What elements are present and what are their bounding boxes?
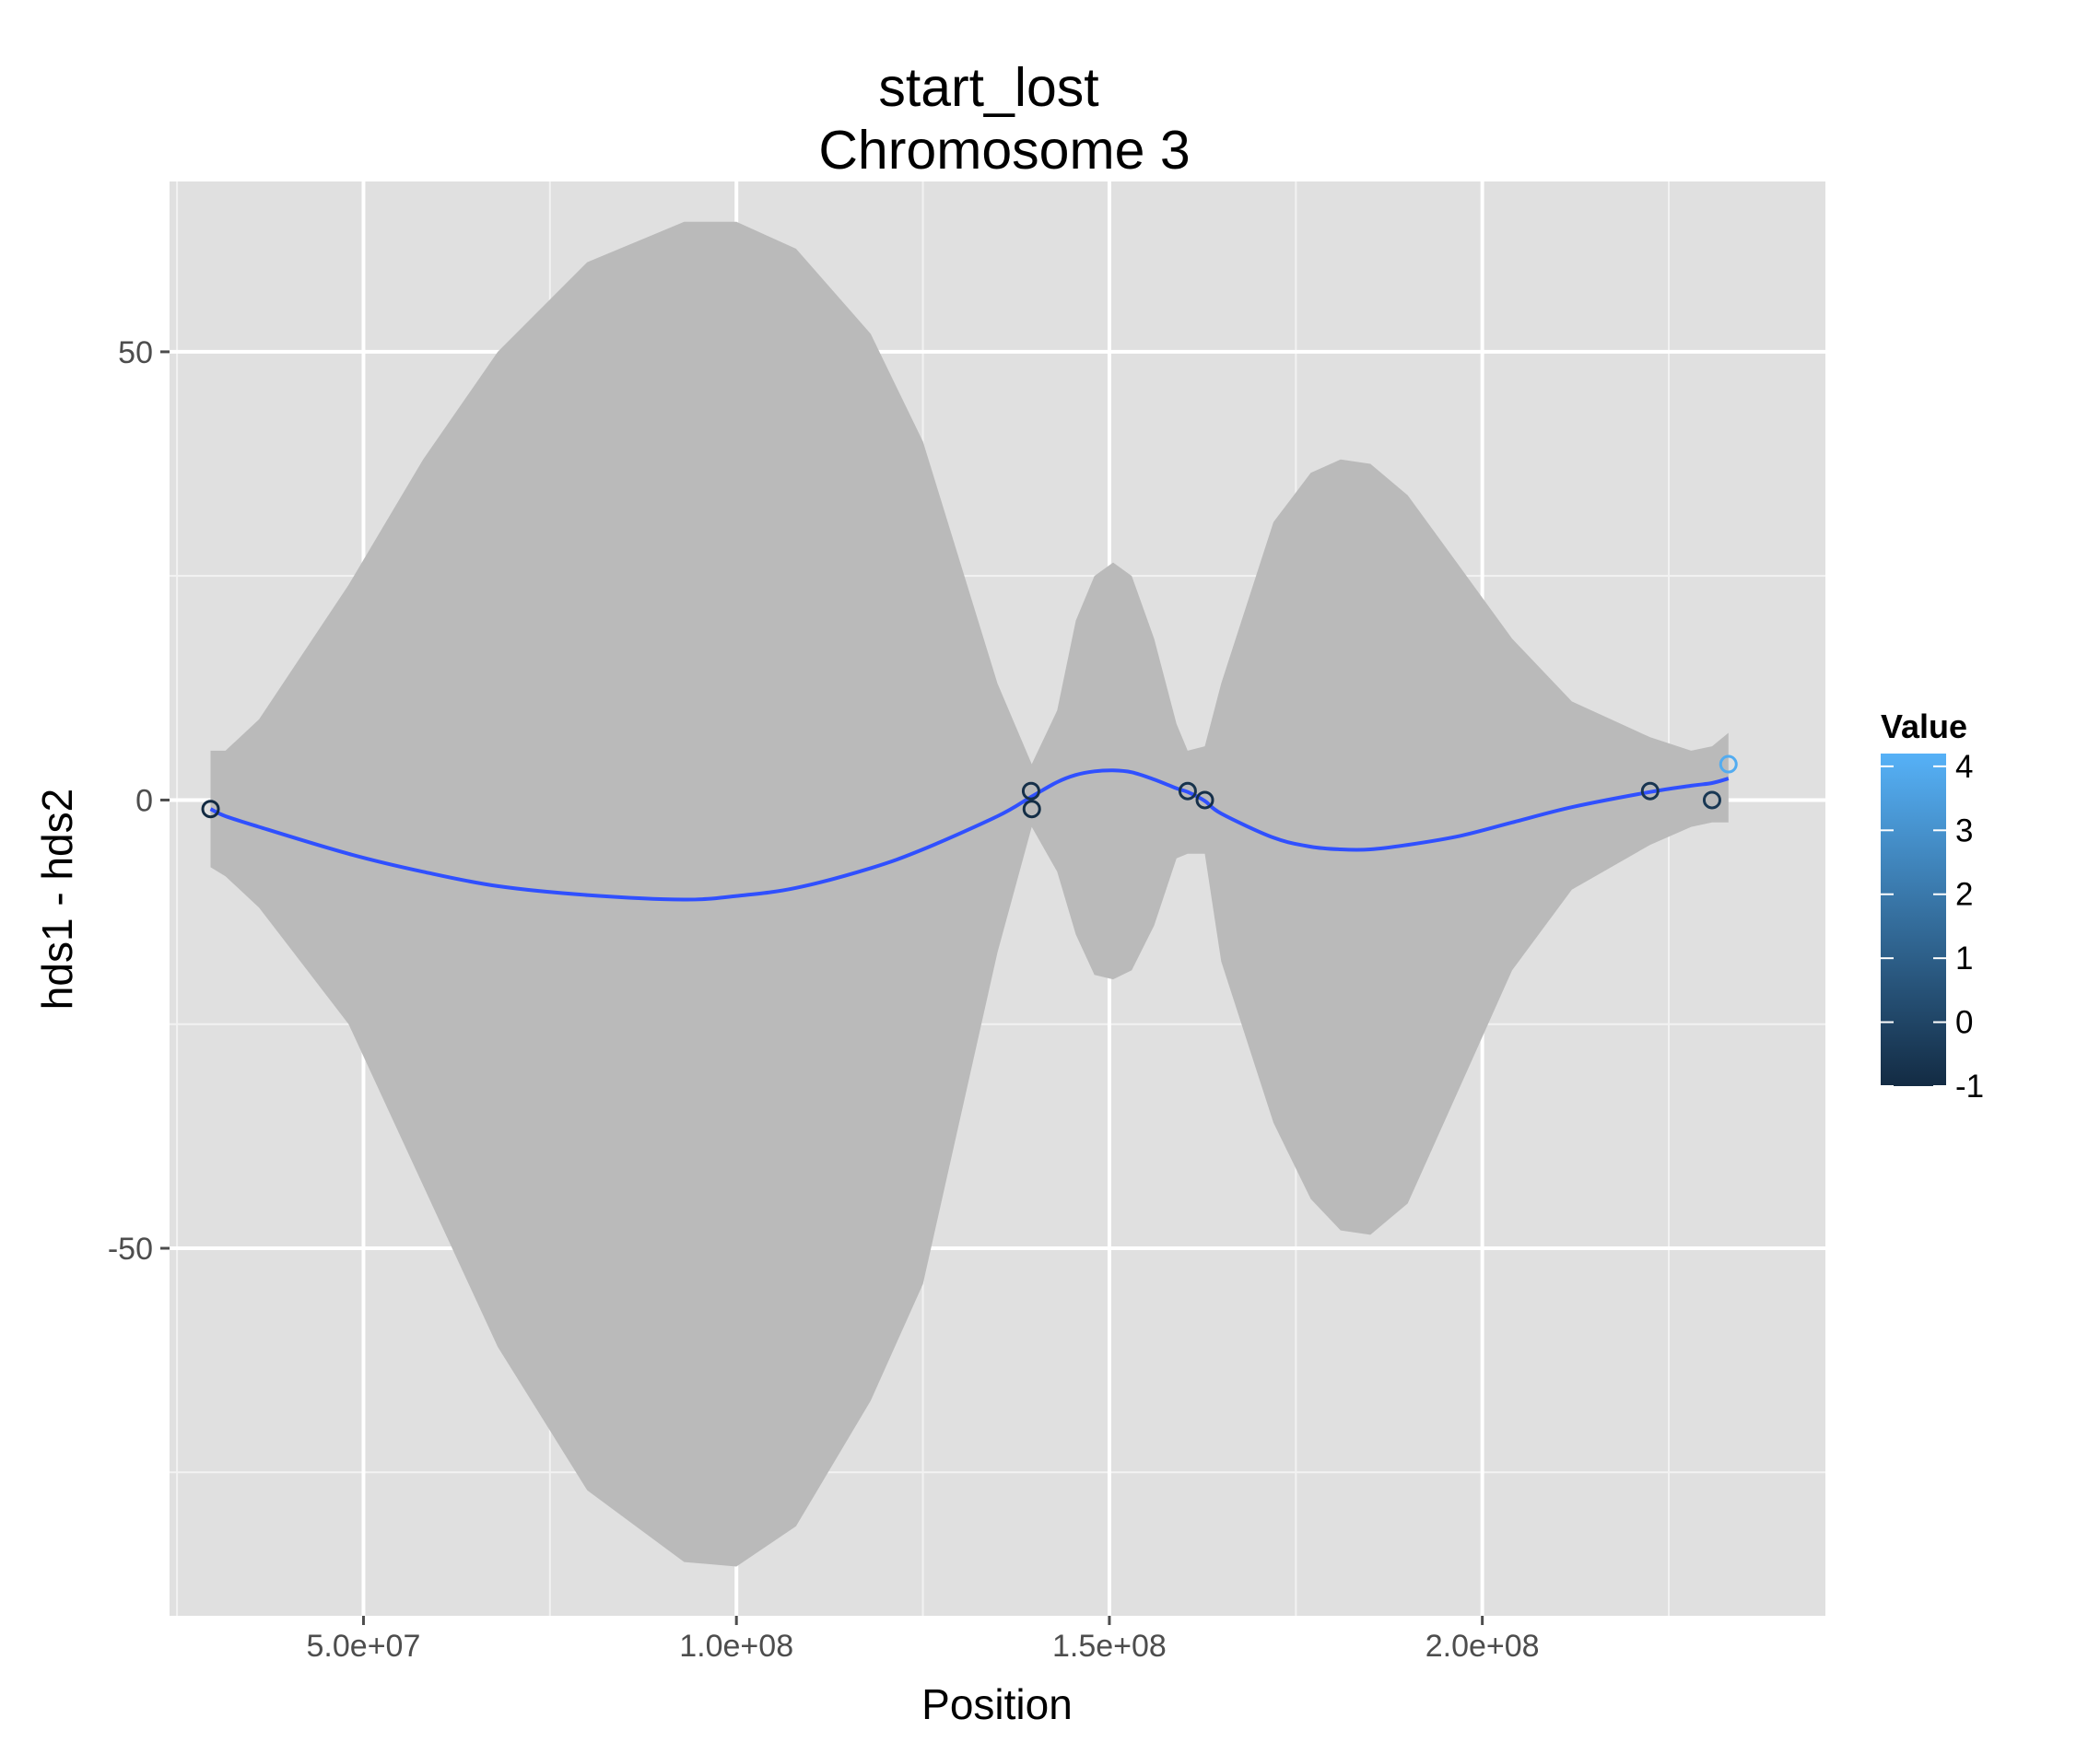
x-axis-title: Position	[921, 1680, 1073, 1728]
legend-tick-label: 4	[1955, 749, 1973, 785]
legend: Value 4 3 2 1 0 -1	[1881, 707, 1984, 1105]
x-tick-label: 2.0e+08	[1425, 1629, 1540, 1664]
confidence-band	[210, 221, 1729, 1567]
data-point	[1195, 790, 1214, 810]
legend-colorbar	[1881, 754, 1946, 1086]
data-point	[1178, 781, 1197, 801]
legend-tick-label: 0	[1955, 1005, 1973, 1041]
y-tick-label: -50	[108, 1232, 153, 1267]
x-tick-label: 1.0e+08	[679, 1629, 793, 1664]
legend-tick-label: 3	[1955, 813, 1973, 848]
y-axis-title: hds1 - hds2	[33, 789, 81, 1010]
y-tick-label: 0	[135, 783, 153, 818]
data-point	[1719, 754, 1738, 774]
confidence-band-area	[210, 221, 1729, 1567]
data-point	[1702, 790, 1721, 810]
data-point	[201, 800, 220, 819]
data-point	[1640, 781, 1660, 801]
legend-tick-label: -1	[1955, 1069, 1984, 1105]
x-tick-label: 1.5e+08	[1052, 1629, 1167, 1664]
y-tick-label: 50	[118, 335, 153, 370]
x-axis: 5.0e+07 1.0e+08 1.5e+08 2.0e+08	[307, 1616, 1540, 1664]
legend-ticks: 4 3 2 1 0 -1	[1881, 749, 1984, 1105]
chart-subtitle: Chromosome 3	[818, 120, 1190, 181]
data-point	[1022, 800, 1041, 819]
legend-tick-label: 2	[1955, 877, 1973, 913]
smooth-fit-line	[209, 768, 1730, 902]
y-axis: 50 0 -50	[108, 335, 170, 1267]
points-layer	[201, 754, 1738, 819]
legend-title: Value	[1881, 707, 1967, 745]
chart-title: start_lost	[878, 57, 1098, 118]
data-point	[1021, 781, 1040, 801]
x-tick-label: 5.0e+07	[307, 1629, 421, 1664]
legend-tick-label: 1	[1955, 941, 1973, 976]
smooth-line-layer	[209, 768, 1730, 902]
